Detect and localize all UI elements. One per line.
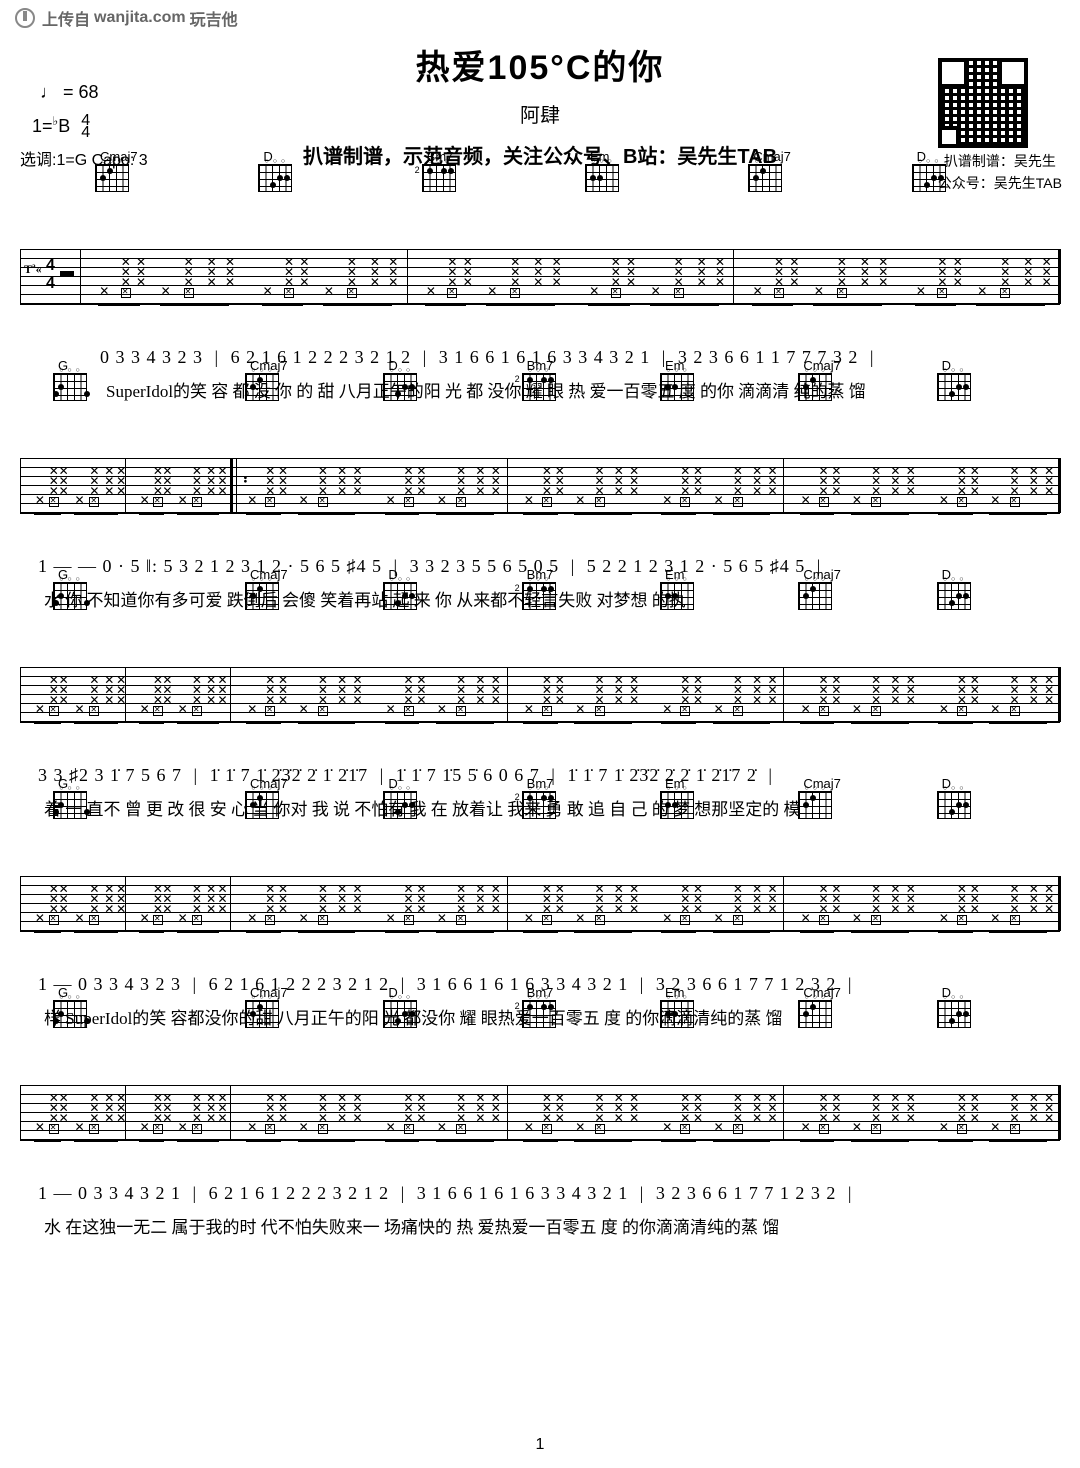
chord-diagram: D ○ ○ ○ <box>380 776 420 819</box>
system: G ○ ○ ○ Cmaj7 ○ ○ ○ D ○ ○ ○ Bm7 ○ ○ ○2 E… <box>20 1085 1060 1238</box>
chord-diagram: Cmaj7 ○ ○ ○ <box>92 149 132 192</box>
qr-caption-1: 扒谱制谱：吴先生 <box>938 152 1062 170</box>
chord-diagram: D ○ ○ ○ <box>380 985 420 1028</box>
key-signature: 1=♭B 4 4 <box>32 114 90 139</box>
chord-diagram: Cmaj7 ○ ○ ○ <box>795 358 835 401</box>
chord-diagram: Bm7 ○ ○ ○2 <box>519 985 559 1028</box>
chord-diagram: Bm7 ○ ○ ○2 <box>519 567 559 610</box>
chord-diagram: D ○ ○ ○ <box>380 358 420 401</box>
chord-diagram: G ○ ○ ○ <box>50 358 90 401</box>
qr-area: 扒谱制谱：吴先生 公众号：吴先生TAB <box>938 58 1062 192</box>
chord-diagram: G ○ ○ ○ <box>50 776 90 819</box>
page-title: 热爱105°C的你 <box>0 40 1080 89</box>
quarter-note-icon: ♩ <box>40 82 58 103</box>
tab-staff: ✕✕✕✕✕✕✕✕✕✕✕✕✕✕✕✕✕✕✕✕✕✕✕✕✕✕✕✕✕✕✕✕✕✕✕✕✕✕✕✕… <box>20 667 1060 723</box>
chord-diagram: G ○ ○ ○ <box>50 985 90 1028</box>
chord-diagram: Em ○ ○ ○ <box>657 776 697 819</box>
tab-staff: ✕✕✕✕✕✕✕✕✕✕✕✕✕✕✕✕✕✕✕✕✕✕✕✕✕✕✕✕✕✕✕✕✕✕✕✕✕✕✕✕… <box>20 1085 1060 1141</box>
chord-diagram: D ○ ○ ○ <box>909 149 949 192</box>
chord-diagram: Bm7 ○ ○ ○2 <box>519 358 559 401</box>
header: 热爱105°C的你 ♩ = 68 阿肆 扒谱制谱，示范音频，关注公众号、B站：吴… <box>0 0 1080 169</box>
chord-diagram: Em ○ ○ ○ <box>582 149 622 192</box>
chord-diagram: Cmaj7 ○ ○ ○ <box>745 149 785 192</box>
chord-diagram: Cmaj7 ○ ○ ○ <box>242 985 282 1028</box>
chord-diagram: Bm7 ○ ○ ○2 <box>519 776 559 819</box>
chord-diagram: Em ○ ○ ○ <box>657 985 697 1028</box>
tempo: ♩ = 68 <box>40 82 99 103</box>
chord-diagram: Bm7 ○ ○ ○2 <box>419 149 459 192</box>
tempo-value: = 68 <box>63 82 99 102</box>
chord-diagram: Em ○ ○ ○ <box>657 358 697 401</box>
qr-caption-2: 公众号：吴先生TAB <box>938 174 1062 192</box>
page-number: 1 <box>0 1436 1080 1454</box>
chord-diagram: D ○ ○ ○ <box>934 776 974 819</box>
chord-diagram: Em ○ ○ ○ <box>657 567 697 610</box>
chord-diagram: Cmaj7 ○ ○ ○ <box>242 567 282 610</box>
tab-staff: ✕✕✕✕✕✕✕✕✕✕✕✕✕✕✕✕✕✕✕✕✕✕✕✕✕✕✕✕✕✕✕✕✕✕✕✕✕✕✕✕… <box>20 876 1060 932</box>
lyrics: 水 在这独一无二 属于我的时 代不怕失败来一 场痛快的 热 爱热爱一百零五 度 … <box>20 1213 1060 1238</box>
chord-diagram: Cmaj7 ○ ○ ○ <box>795 985 835 1028</box>
chord-diagram: Cmaj7 ○ ○ ○ <box>795 567 835 610</box>
qr-code-icon <box>938 58 1028 148</box>
chord-diagram: D ○ ○ ○ <box>255 149 295 192</box>
chord-diagram: D ○ ○ ○ <box>380 567 420 610</box>
chord-diagram: Cmaj7 ○ ○ ○ <box>795 776 835 819</box>
artist: 阿肆 <box>0 99 1080 128</box>
tab-staff: 44✕✕✕✕✕✕✕✕✕✕✕✕✕✕✕✕✕✕✕✕✕✕✕✕✕✕✕✕✕✕✕✕✕✕✕✕✕✕… <box>20 249 1060 305</box>
chord-diagram: D ○ ○ ○ <box>934 567 974 610</box>
chord-diagram: G ○ ○ ○ <box>50 567 90 610</box>
chord-diagram: D ○ ○ ○ <box>934 358 974 401</box>
chord-diagram: Cmaj7 ○ ○ ○ <box>242 358 282 401</box>
numbered-notation: 1 — 0 3 3 4 3 2 1 | 6 2 1 6 1 2 2 2 3 2 … <box>20 1183 1060 1211</box>
tab-staff: ✕✕✕✕✕✕✕✕✕✕✕✕✕✕✕✕✕✕✕✕✕✕✕✕✕✕✕✕✕✕✕✕✕✕✕✕✕✕✕✕… <box>20 458 1060 514</box>
chord-diagram: D ○ ○ ○ <box>934 985 974 1028</box>
sheet-music: Cmaj7 ○ ○ ○ D ○ ○ ○ Bm7 ○ ○ ○2 Em ○ ○ ○ … <box>0 169 1080 1238</box>
chord-diagram: Cmaj7 ○ ○ ○ <box>242 776 282 819</box>
